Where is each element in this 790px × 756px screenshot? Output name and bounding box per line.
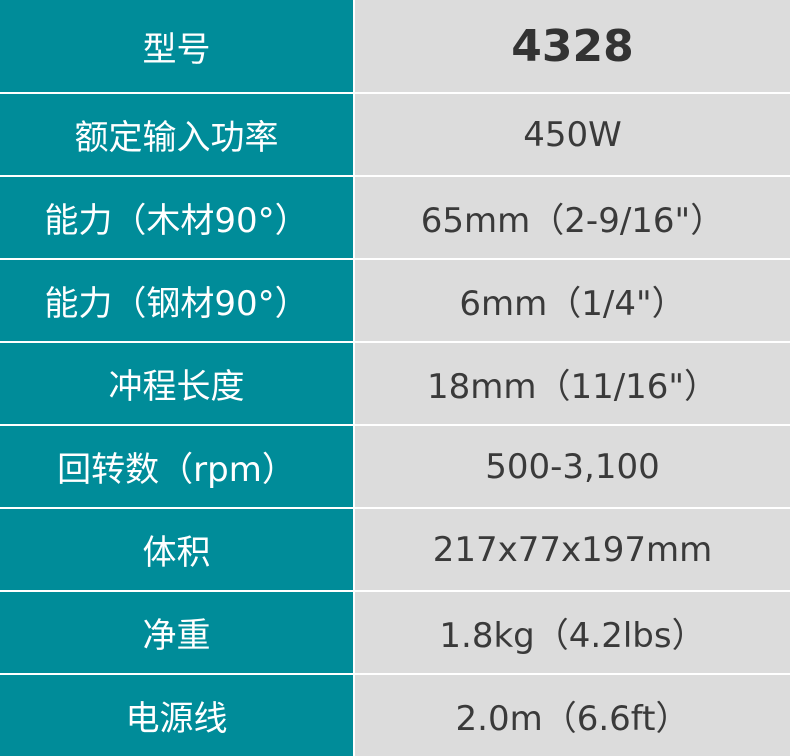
spec-value-cord: 2.0m（6.6ft） [355, 675, 790, 756]
spec-value-power: 450W [355, 94, 790, 175]
spec-label-model: 型号 [0, 0, 353, 92]
spec-label-weight: 净重 [0, 592, 353, 673]
spec-label-dimensions: 体积 [0, 509, 353, 590]
spec-label-stroke: 冲程长度 [0, 343, 353, 424]
spec-value-steel-capacity: 6mm（1/4"） [355, 260, 790, 341]
spec-label-wood-capacity: 能力（木材90°） [0, 177, 353, 258]
spec-label-rpm: 回转数（rpm） [0, 426, 353, 507]
spec-value-weight: 1.8kg（4.2lbs） [355, 592, 790, 673]
spec-label-steel-capacity: 能力（钢材90°） [0, 260, 353, 341]
spec-value-wood-capacity: 65mm（2-9/16"） [355, 177, 790, 258]
spec-label-cord: 电源线 [0, 675, 353, 756]
spec-value-rpm: 500-3,100 [355, 426, 790, 507]
spec-value-stroke: 18mm（11/16"） [355, 343, 790, 424]
spec-label-power: 额定输入功率 [0, 94, 353, 175]
spec-value-dimensions: 217x77x197mm [355, 509, 790, 590]
spec-value-model: 4328 [355, 0, 790, 92]
